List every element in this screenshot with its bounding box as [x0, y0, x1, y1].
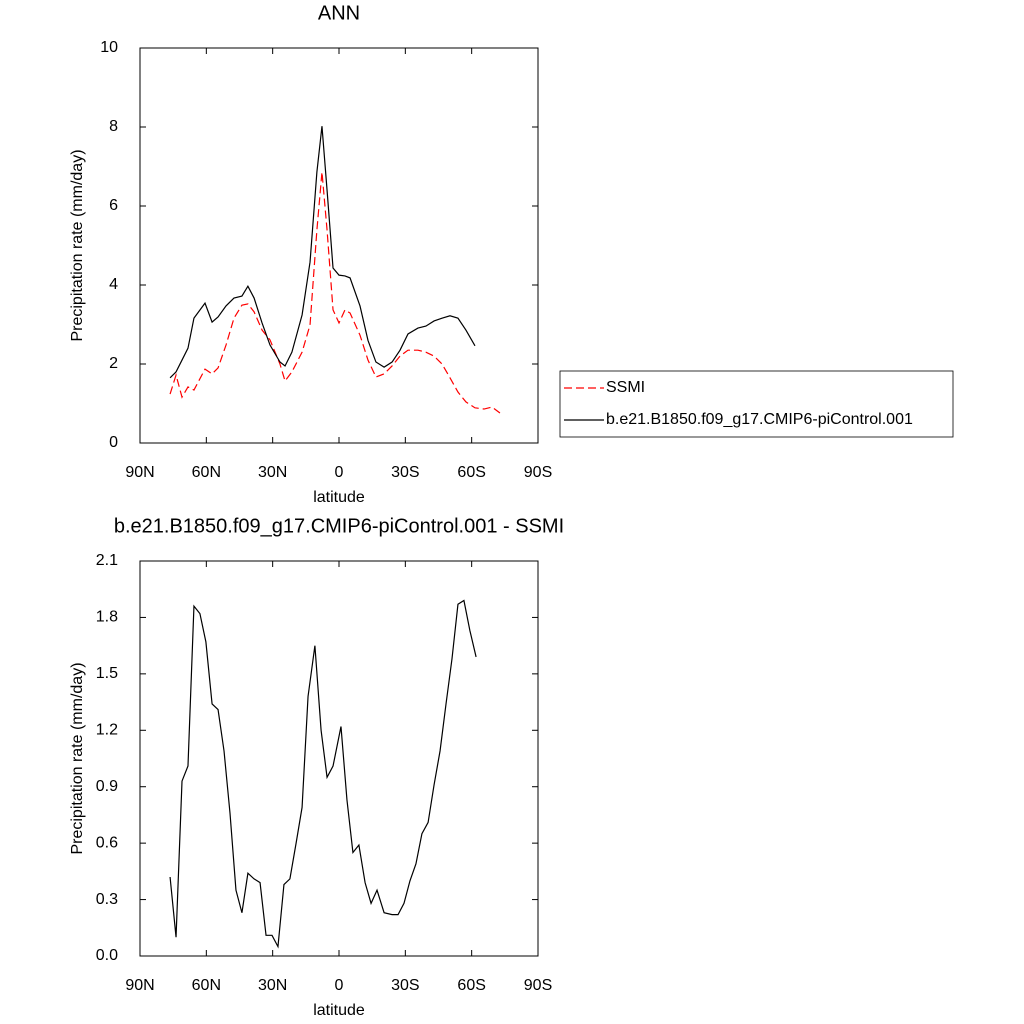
x-tick-label: 30S	[391, 464, 419, 481]
x-tick-label: 60N	[192, 977, 221, 994]
plot-frame	[139, 560, 539, 957]
legend-label: SSMI	[606, 379, 645, 396]
chart-title: ANN	[318, 2, 360, 24]
x-tick-label: 90N	[125, 977, 154, 994]
data-line	[169, 599, 477, 949]
y-tick-label: 0.9	[96, 778, 118, 795]
y-tick-label: 4	[109, 276, 118, 293]
y-tick-label: 10	[100, 39, 118, 56]
y-tick-label: 6	[109, 197, 118, 214]
legend-label: b.e21.B1850.f09_g17.CMIP6-piControl.001	[606, 411, 913, 428]
x-tick-label: 90S	[524, 464, 552, 481]
x-tick-label: 30N	[258, 464, 287, 481]
legend-box	[559, 370, 954, 438]
chart-title: b.e21.B1850.f09_g17.CMIP6-piControl.001 …	[114, 515, 564, 537]
x-tick-label: 30N	[258, 977, 287, 994]
x-tick-label: 60S	[457, 977, 485, 994]
y-tick-label: 2.1	[96, 552, 118, 569]
x-tick-label: 0	[335, 464, 344, 481]
x-tick-label: 30S	[391, 977, 419, 994]
y-axis-label: Precipitation rate (mm/day)	[69, 149, 86, 341]
y-tick-label: 1.2	[96, 722, 118, 739]
y-tick-label: 0.0	[96, 947, 118, 964]
plot-frame	[139, 47, 539, 444]
y-tick-label: 8	[109, 118, 118, 135]
y-axis-label: Precipitation rate (mm/day)	[69, 662, 86, 854]
y-tick-label: 2	[109, 355, 118, 372]
x-tick-label: 90N	[125, 464, 154, 481]
x-tick-label: 60S	[457, 464, 485, 481]
x-tick-label: 0	[335, 977, 344, 994]
x-axis-label: latitude	[313, 1002, 365, 1019]
y-tick-label: 0.3	[96, 891, 118, 908]
x-tick-label: 90S	[524, 977, 552, 994]
y-tick-label: 0.6	[96, 834, 118, 851]
x-tick-label: 60N	[192, 464, 221, 481]
data-line	[169, 171, 501, 414]
y-tick-label: 0	[109, 434, 118, 451]
y-tick-label: 1.5	[96, 665, 118, 682]
data-line	[169, 126, 476, 379]
x-axis-label: latitude	[313, 489, 365, 506]
y-tick-label: 1.8	[96, 609, 118, 626]
